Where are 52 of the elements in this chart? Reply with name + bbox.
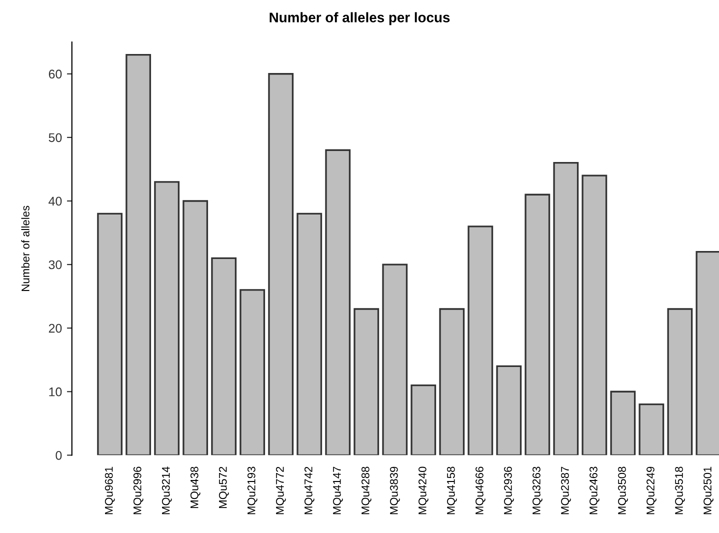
bar bbox=[296, 212, 322, 456]
bar bbox=[582, 174, 608, 456]
x-tick-label: MQu4158 bbox=[447, 466, 457, 514]
y-tick-label: 40 bbox=[48, 196, 62, 206]
x-tick-label: MQu4240 bbox=[418, 466, 428, 514]
x-tick-label: MQu3214 bbox=[162, 466, 172, 514]
x-tick-label: MQu4666 bbox=[476, 466, 486, 514]
bar bbox=[382, 264, 408, 456]
x-tick-label: MQu2387 bbox=[561, 466, 571, 514]
x-tick-label: MQu2501 bbox=[704, 466, 714, 514]
x-tick-label: MQu9681 bbox=[104, 466, 115, 514]
x-tick-label: MQu2996 bbox=[133, 466, 144, 514]
x-tick-label: MQu3508 bbox=[618, 466, 628, 514]
bar bbox=[667, 308, 693, 456]
bar bbox=[325, 149, 351, 456]
bar bbox=[354, 308, 380, 456]
y-tick-label: 10 bbox=[49, 387, 62, 396]
x-tick-label: MQu2193 bbox=[247, 466, 258, 514]
x-tick-label: MQu2936 bbox=[504, 466, 514, 514]
bar bbox=[553, 162, 579, 456]
bar bbox=[154, 181, 180, 456]
x-tick-label: MQu438 bbox=[190, 466, 200, 508]
x-tick-label: MQu3839 bbox=[390, 466, 400, 514]
bar bbox=[524, 194, 550, 456]
bar bbox=[610, 390, 636, 456]
chart-title: Number of alleles per locus bbox=[270, 12, 450, 26]
bar bbox=[496, 365, 522, 456]
x-tick-label: MQu4742 bbox=[304, 466, 314, 514]
bar bbox=[126, 54, 152, 456]
x-tick-label: MQu3518 bbox=[675, 466, 685, 514]
bar bbox=[211, 257, 237, 456]
y-tick-label: 30 bbox=[48, 260, 62, 270]
x-tick-label: MQu4147 bbox=[332, 466, 343, 514]
bar bbox=[468, 226, 494, 456]
x-tick-label: MQu2249 bbox=[646, 466, 656, 514]
bar bbox=[182, 200, 208, 456]
x-tick-label: MQu4288 bbox=[361, 466, 372, 514]
bar bbox=[268, 73, 294, 456]
y-tick-label: 60 bbox=[48, 70, 62, 79]
x-tick-label: MQu572 bbox=[218, 466, 229, 508]
bar bbox=[97, 212, 123, 456]
x-tick-label: MQu3263 bbox=[532, 466, 542, 514]
y-tick-label: 50 bbox=[48, 133, 62, 142]
y-tick-label: 0 bbox=[56, 450, 62, 460]
bar bbox=[638, 404, 664, 456]
bar bbox=[410, 384, 436, 456]
x-tick-label: MQu4772 bbox=[276, 466, 286, 514]
y-axis-title: Number of alleles bbox=[21, 206, 30, 291]
bar bbox=[439, 308, 465, 456]
x-tick-label: MQu2463 bbox=[590, 466, 600, 514]
bar bbox=[240, 289, 266, 456]
y-tick-label: 20 bbox=[48, 324, 62, 333]
